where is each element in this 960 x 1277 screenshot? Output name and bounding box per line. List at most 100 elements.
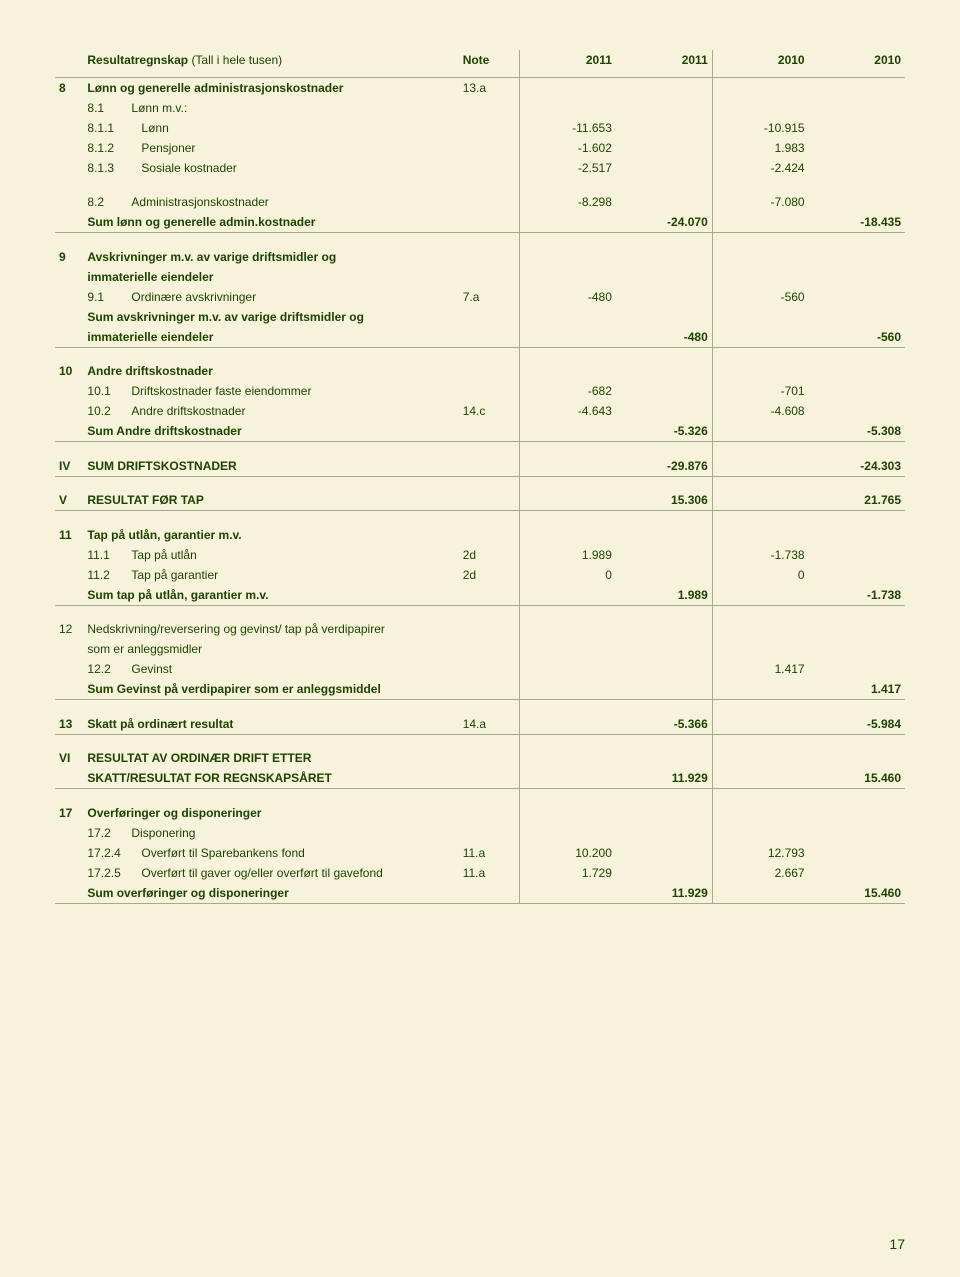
row-value-2 <box>616 267 712 287</box>
row-note <box>459 490 520 511</box>
row-value-3: 2.667 <box>712 863 808 883</box>
table-row: 17.2.4Overført til Sparebankens fond11.a… <box>55 843 905 863</box>
row-value-3 <box>712 456 808 477</box>
row-description: 9.1Ordinære avskrivninger <box>83 287 458 307</box>
row-value-4 <box>809 118 905 138</box>
table-row: 8Lønn og generelle administrasjonskostna… <box>55 78 905 99</box>
row-value-1 <box>520 619 616 639</box>
row-value-2 <box>616 118 712 138</box>
row-number <box>55 565 83 585</box>
row-value-1: -480 <box>520 287 616 307</box>
row-value-3 <box>712 639 808 659</box>
row-value-2: 15.306 <box>616 490 712 511</box>
row-value-1: -8.298 <box>520 192 616 212</box>
row-value-4 <box>809 639 905 659</box>
table-row <box>55 700 905 714</box>
row-value-2 <box>616 679 712 700</box>
row-value-1 <box>520 212 616 233</box>
row-note <box>459 659 520 679</box>
row-value-3 <box>712 98 808 118</box>
row-note <box>459 768 520 789</box>
row-note <box>459 883 520 904</box>
row-value-1: 0 <box>520 565 616 585</box>
row-value-1 <box>520 361 616 381</box>
table-row: 17.2Disponering <box>55 823 905 843</box>
row-value-3 <box>712 768 808 789</box>
row-description: Sum lønn og generelle admin.kostnader <box>83 212 458 233</box>
row-number <box>55 639 83 659</box>
row-value-3 <box>712 78 808 99</box>
row-number <box>55 679 83 700</box>
row-value-1 <box>520 525 616 545</box>
row-value-2 <box>616 192 712 212</box>
financial-table: Resultatregnskap (Tall i hele tusen)Note… <box>55 50 905 904</box>
table-title: Resultatregnskap (Tall i hele tusen) <box>83 50 458 78</box>
row-value-4: -18.435 <box>809 212 905 233</box>
row-value-1: -1.602 <box>520 138 616 158</box>
row-description: Overføringer og disponeringer <box>83 803 458 823</box>
row-description: 10.2Andre driftskostnader <box>83 401 458 421</box>
table-row: VRESULTAT FØR TAP15.30621.765 <box>55 490 905 511</box>
row-value-3 <box>712 361 808 381</box>
row-number <box>55 267 83 287</box>
row-note: 14.c <box>459 401 520 421</box>
row-note: 11.a <box>459 843 520 863</box>
row-value-4: 1.417 <box>809 679 905 700</box>
row-value-3: -701 <box>712 381 808 401</box>
table-row: 9Avskrivninger m.v. av varige driftsmidl… <box>55 247 905 267</box>
row-number: 12 <box>55 619 83 639</box>
row-number: 11 <box>55 525 83 545</box>
row-value-4 <box>809 138 905 158</box>
row-number <box>55 768 83 789</box>
table-row <box>55 178 905 192</box>
row-value-4 <box>809 545 905 565</box>
col-header-2011b: 2011 <box>616 50 712 78</box>
row-note: 11.a <box>459 863 520 883</box>
row-value-2 <box>616 361 712 381</box>
row-number <box>55 381 83 401</box>
row-number: 17 <box>55 803 83 823</box>
row-value-4: -1.738 <box>809 585 905 606</box>
row-description: som er anleggsmidler <box>83 639 458 659</box>
row-value-3 <box>712 327 808 348</box>
row-note <box>459 748 520 768</box>
row-value-4 <box>809 98 905 118</box>
row-value-3 <box>712 212 808 233</box>
row-description: 11.1Tap på utlån <box>83 545 458 565</box>
table-row <box>55 511 905 525</box>
row-value-1 <box>520 768 616 789</box>
row-value-4: 15.460 <box>809 883 905 904</box>
table-row: 10Andre driftskostnader <box>55 361 905 381</box>
row-value-2 <box>616 823 712 843</box>
row-value-2: 1.989 <box>616 585 712 606</box>
row-value-3: -2.424 <box>712 158 808 178</box>
row-value-1: -2.517 <box>520 158 616 178</box>
row-value-1 <box>520 714 616 735</box>
row-value-1 <box>520 78 616 99</box>
row-value-3 <box>712 823 808 843</box>
row-value-3 <box>712 490 808 511</box>
row-number <box>55 843 83 863</box>
row-note <box>459 98 520 118</box>
row-number <box>55 138 83 158</box>
row-note <box>459 267 520 287</box>
row-note <box>459 247 520 267</box>
row-value-3 <box>712 679 808 700</box>
table-row <box>55 734 905 748</box>
row-note <box>459 456 520 477</box>
row-description: immaterielle eiendeler <box>83 267 458 287</box>
table-row: 8.1.1Lønn-11.653-10.915 <box>55 118 905 138</box>
row-note <box>459 421 520 442</box>
row-value-2 <box>616 138 712 158</box>
row-value-2 <box>616 843 712 863</box>
row-value-4 <box>809 843 905 863</box>
row-value-3 <box>712 247 808 267</box>
row-value-4: 15.460 <box>809 768 905 789</box>
row-number <box>55 192 83 212</box>
row-note: 13.a <box>459 78 520 99</box>
row-value-2: -5.326 <box>616 421 712 442</box>
table-row: Sum Gevinst på verdipapirer som er anleg… <box>55 679 905 700</box>
row-value-4 <box>809 619 905 639</box>
row-value-1 <box>520 748 616 768</box>
row-value-2: -29.876 <box>616 456 712 477</box>
